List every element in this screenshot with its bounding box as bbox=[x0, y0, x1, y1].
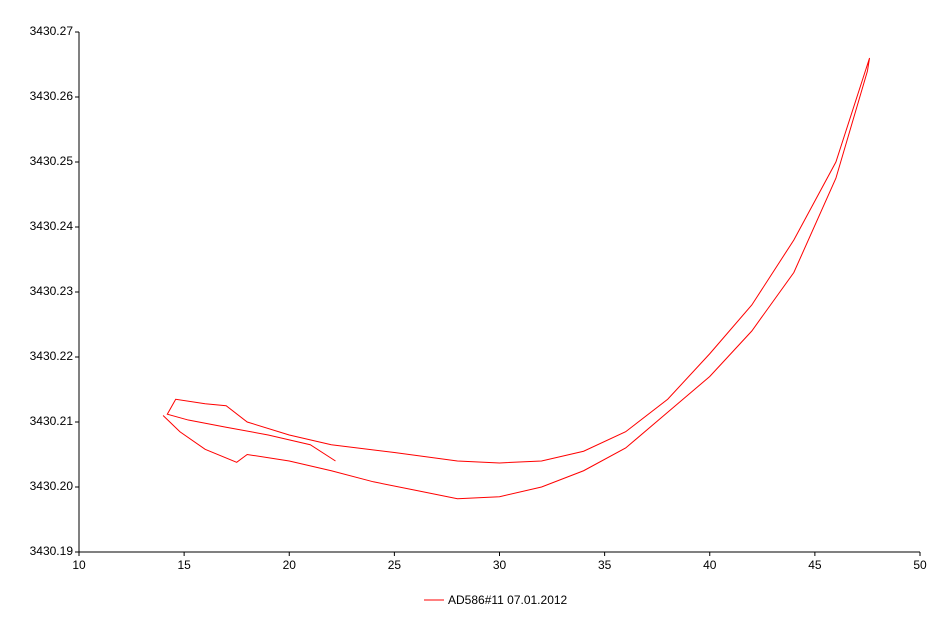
y-tick-label: 3430.19 bbox=[30, 544, 74, 558]
x-tick-label: 20 bbox=[283, 558, 297, 572]
x-tick-label: 30 bbox=[493, 558, 507, 572]
x-tick-label: 40 bbox=[703, 558, 717, 572]
y-tick-label: 3430.23 bbox=[30, 284, 74, 298]
x-tick-label: 50 bbox=[913, 558, 927, 572]
y-tick-label: 3430.27 bbox=[30, 24, 74, 38]
x-tick-label: 45 bbox=[808, 558, 822, 572]
x-tick-label: 35 bbox=[598, 558, 612, 572]
x-tick-label: 25 bbox=[388, 558, 402, 572]
y-tick-label: 3430.22 bbox=[30, 349, 74, 363]
series-line bbox=[162, 57, 871, 500]
y-tick-label: 3430.21 bbox=[30, 414, 74, 428]
legend-label: AD586#11 07.01.2012 bbox=[448, 593, 568, 607]
y-tick-label: 3430.26 bbox=[30, 89, 74, 103]
y-tick-label: 3430.24 bbox=[30, 219, 74, 233]
y-tick-label: 3430.20 bbox=[30, 479, 74, 493]
x-tick-label: 15 bbox=[177, 558, 191, 572]
y-tick-label: 3430.25 bbox=[30, 154, 74, 168]
x-tick-label: 10 bbox=[72, 558, 86, 572]
